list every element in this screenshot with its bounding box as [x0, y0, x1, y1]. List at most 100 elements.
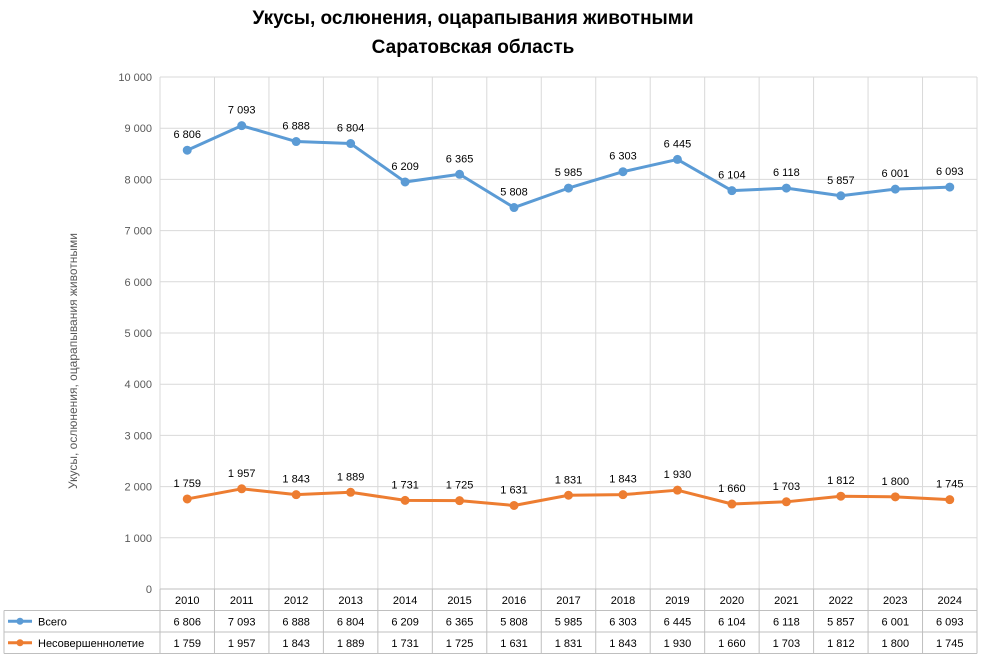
data-point [945, 495, 955, 505]
table-cell: 1 843 [282, 638, 310, 650]
y-tick-label: 5 000 [124, 328, 152, 340]
data-label: 1 759 [173, 478, 201, 490]
y-tick-label: 4 000 [124, 379, 152, 391]
data-point [400, 495, 410, 505]
table-cell: 1 843 [609, 638, 637, 650]
data-label: 5 857 [827, 175, 855, 187]
legend-marker [16, 639, 24, 647]
table-cell: 1 703 [773, 638, 801, 650]
data-label: 6 806 [173, 129, 201, 141]
table-cell: 6 804 [337, 616, 365, 628]
data-label: 1 725 [446, 480, 474, 492]
data-label: 6 888 [282, 121, 310, 133]
y-tick-label: 10 000 [118, 72, 152, 84]
data-label: 1 660 [718, 483, 746, 495]
data-label: 5 808 [500, 187, 528, 199]
table-cell: 1 800 [882, 638, 910, 650]
data-point [890, 184, 900, 194]
table-cell: 1 812 [827, 638, 855, 650]
y-tick-label: 1 000 [124, 533, 152, 545]
table-cell: 1 759 [173, 638, 201, 650]
data-point [781, 497, 791, 507]
x-tick-label: 2024 [938, 595, 962, 607]
legend-label: Несовершеннолетие [38, 638, 144, 650]
data-point [237, 121, 247, 131]
data-point [672, 485, 682, 495]
table-cell: 6 001 [882, 616, 910, 628]
table-cell: 7 093 [228, 616, 256, 628]
data-point [455, 496, 465, 506]
data-point [890, 492, 900, 502]
table-cell: 6 118 [773, 616, 800, 628]
y-tick-label: 3 000 [124, 430, 152, 442]
x-tick-label: 2012 [284, 595, 308, 607]
data-point [564, 183, 573, 193]
data-label: 1 957 [228, 468, 256, 480]
data-point [672, 154, 682, 164]
x-tick-label: 2013 [338, 595, 362, 607]
y-tick-label: 8 000 [124, 174, 152, 186]
table-cell: 6 365 [446, 616, 474, 628]
table-cell: 1 957 [228, 638, 256, 650]
y-tick-label: 0 [146, 584, 152, 596]
y-tick-label: 7 000 [124, 226, 152, 238]
y-tick-label: 2 000 [124, 482, 152, 494]
data-point [237, 484, 247, 494]
data-point [727, 186, 737, 196]
data-label: 6 104 [718, 170, 746, 182]
data-label: 6 365 [446, 153, 474, 165]
y-tick-label: 9 000 [124, 123, 152, 135]
data-label: 5 985 [555, 167, 583, 179]
data-label: 1 843 [282, 474, 310, 486]
data-point [836, 491, 846, 501]
data-label: 1 703 [773, 481, 801, 493]
x-tick-label: 2020 [720, 595, 744, 607]
x-tick-label: 2014 [393, 595, 417, 607]
data-point [182, 494, 192, 504]
data-label: 6 093 [936, 166, 964, 178]
x-tick-label: 2017 [556, 595, 580, 607]
table-cell: 1 660 [718, 638, 746, 650]
data-point [618, 167, 628, 177]
data-point [346, 139, 356, 149]
legend-label: Всего [38, 616, 67, 628]
data-point [836, 191, 846, 201]
data-point [291, 490, 301, 500]
x-tick-label: 2016 [502, 595, 526, 607]
x-tick-label: 2011 [230, 595, 254, 607]
data-label: 1 745 [936, 479, 964, 491]
data-point [727, 499, 737, 509]
data-point [509, 500, 519, 510]
data-point [346, 487, 356, 497]
data-label: 1 831 [555, 474, 583, 486]
x-tick-label: 2015 [447, 595, 471, 607]
data-label: 6 209 [391, 161, 419, 173]
chart-title: Укусы, ослюнения, оцарапывания животными [252, 8, 693, 29]
data-point [945, 182, 955, 192]
table-cell: 6 806 [173, 616, 201, 628]
table-cell: 5 808 [500, 616, 528, 628]
data-label: 1 631 [500, 484, 528, 496]
chart-subtitle: Саратовская область [372, 37, 575, 58]
data-point [781, 183, 791, 193]
table-cell: 6 445 [664, 616, 692, 628]
gridlines [159, 76, 978, 590]
data-label: 6 445 [664, 138, 692, 150]
x-tick-label: 2010 [175, 595, 199, 607]
x-tick-label: 2018 [611, 595, 635, 607]
data-point [182, 145, 192, 155]
table-cell: 1 631 [500, 638, 528, 650]
data-label: 6 303 [609, 151, 637, 163]
x-tick-label: 2022 [829, 595, 853, 607]
x-tick-label: 2021 [774, 595, 798, 607]
data-labels: 6 806 7 093 6 888 6 804 6 209 6 365 5 808 5 985… [173, 105, 963, 497]
y-axis-ticks: 0 1 000 2 000 3 000 4 000 5 000 6 000 7 000 8 00… [118, 72, 152, 596]
data-label: 6 804 [337, 123, 365, 135]
table-cell: 1 731 [391, 638, 419, 650]
data-point [618, 490, 628, 500]
data-label: 1 889 [337, 471, 365, 483]
table-cell: 1 889 [337, 638, 365, 650]
x-tick-label: 2023 [883, 595, 907, 607]
y-axis-title: Укусы, ослюнения, оцарапывания животными [66, 233, 80, 489]
